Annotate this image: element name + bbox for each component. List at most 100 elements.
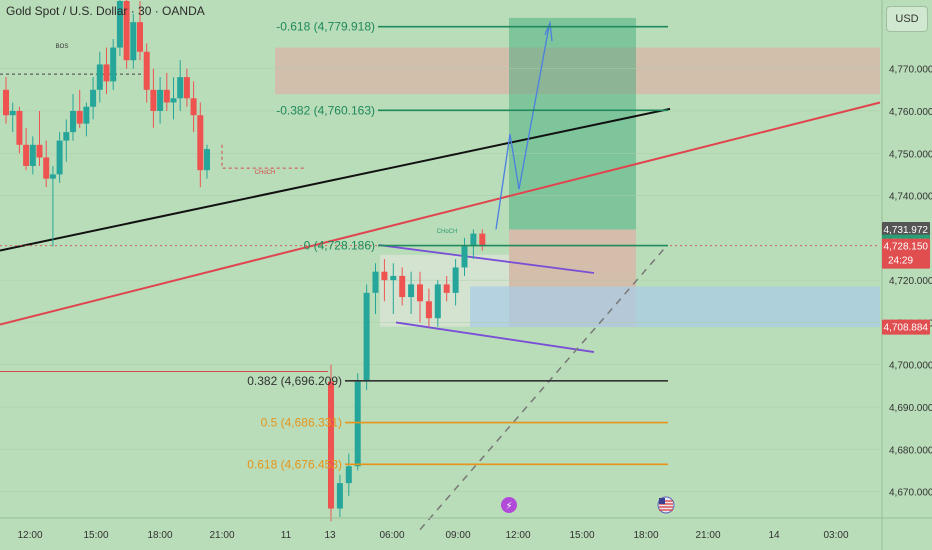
- candle-body: [177, 77, 184, 99]
- countdown-label: 24:29: [888, 256, 913, 267]
- x-tick-label: 06:00: [379, 530, 404, 541]
- candle-body: [150, 89, 157, 111]
- candle-body: [452, 267, 459, 293]
- fib-label-0.618: 0.618 (4,676.453): [247, 457, 342, 471]
- x-tick-label: 21:00: [209, 530, 234, 541]
- candle-body: [372, 271, 379, 293]
- symbol-title: Gold Spot / U.S. Dollar · 30 · OANDA: [6, 4, 205, 18]
- candle-body: [43, 157, 50, 179]
- x-tick-label: 11: [281, 530, 292, 541]
- candle-body: [23, 144, 30, 166]
- candle-body: [83, 106, 90, 124]
- channel-bottom: [395, 321, 595, 353]
- annotation-label: CHoCH: [255, 170, 276, 176]
- x-tick-label: 15:00: [83, 530, 108, 541]
- candle-body: [110, 47, 117, 82]
- candle-body: [363, 292, 370, 382]
- fib-label-0.5: 0.5 (4,686.331): [261, 416, 342, 430]
- candle-body: [345, 466, 352, 484]
- currency-button[interactable]: USD: [886, 6, 928, 32]
- candle-body: [116, 1, 123, 48]
- fib-label--0.382: -0.382 (4,760.163): [276, 103, 375, 117]
- candle-body: [103, 64, 110, 82]
- price-tag: [882, 238, 930, 269]
- price-tag-label: 4,728.150: [884, 242, 929, 253]
- lightning-icon[interactable]: [501, 497, 517, 513]
- flag-canton: [659, 498, 665, 504]
- y-tick-label: 4,760.000: [889, 107, 932, 118]
- price-tag: [882, 222, 930, 238]
- fib-label-0.382: 0.382 (4,696.209): [247, 374, 342, 388]
- projection-path: [495, 26, 550, 230]
- candle-body: [434, 284, 441, 319]
- candle-body: [143, 51, 150, 90]
- x-tick-label: 13: [324, 530, 336, 541]
- candle-body: [425, 301, 432, 319]
- candle-body: [130, 22, 137, 61]
- candle-body: [76, 110, 83, 124]
- y-tick-label: 4,670.000: [889, 488, 932, 499]
- x-tick-label: 03:00: [823, 530, 848, 541]
- price-tag-label: 4,708.884: [884, 323, 929, 334]
- candle-body: [443, 284, 450, 293]
- candle-body: [470, 233, 477, 247]
- candle-body: [36, 144, 43, 158]
- y-tick-label: 4,720.000: [889, 276, 932, 287]
- candle-body: [123, 1, 130, 61]
- candle-body: [137, 22, 143, 52]
- price-tag: [882, 319, 930, 335]
- candle-body: [157, 89, 164, 111]
- candle-body: [9, 110, 16, 116]
- dashed-trendline: [419, 244, 668, 531]
- candle-body: [190, 98, 197, 116]
- y-tick-label: 4,690.000: [889, 403, 932, 414]
- candle-body: [354, 381, 361, 467]
- candle-body: [70, 110, 76, 133]
- x-tick-label: 12:00: [505, 530, 530, 541]
- candle-body: [479, 233, 486, 247]
- fib-label-0: 0 (4,728.186): [304, 239, 375, 253]
- candle-body: [90, 89, 97, 107]
- candle-body: [399, 275, 406, 298]
- candle-body: [163, 89, 170, 103]
- candle-body: [197, 115, 204, 171]
- y-tick-label: 4,770.000: [889, 65, 932, 76]
- x-tick-label: 15:00: [569, 530, 594, 541]
- lightning-glyph: ⚡: [505, 501, 512, 512]
- x-tick-label: 12:00: [17, 530, 42, 541]
- liquidity-zone: [470, 286, 880, 328]
- candle-body: [29, 144, 36, 166]
- candle-body: [461, 246, 468, 268]
- candle-body: [390, 275, 397, 281]
- x-tick-label: 21:00: [695, 530, 720, 541]
- candle-body: [336, 483, 343, 509]
- candle-body: [63, 132, 70, 141]
- annotation-label: CHoCH: [437, 229, 458, 235]
- candle-body: [183, 77, 190, 99]
- x-tick-label: 18:00: [147, 530, 172, 541]
- x-tick-label: 09:00: [445, 530, 470, 541]
- fib-label--0.618: -0.618 (4,779.918): [276, 20, 375, 34]
- candle-body: [49, 174, 56, 179]
- annotation-label: BOS: [56, 44, 69, 50]
- choch-line: [221, 144, 305, 169]
- candle-body: [96, 64, 103, 90]
- target-zone: [509, 17, 636, 230]
- x-tick-label: 18:00: [633, 530, 658, 541]
- candle-body: [170, 98, 177, 103]
- candle-body: [328, 381, 334, 509]
- candle-body: [408, 284, 415, 298]
- y-tick-label: 4,680.000: [889, 445, 932, 456]
- y-tick-label: 4,700.000: [889, 361, 932, 372]
- candle-body: [417, 284, 423, 302]
- price-tag-label: 4,731.972: [884, 225, 929, 236]
- projection-arrowhead: [544, 20, 553, 42]
- candle-body: [204, 149, 210, 171]
- x-tick-label: 14: [768, 530, 780, 541]
- candle-body: [16, 110, 23, 145]
- y-tick-label: 4,750.000: [889, 149, 932, 160]
- trendline-red: [0, 101, 881, 326]
- candle-body: [56, 140, 63, 175]
